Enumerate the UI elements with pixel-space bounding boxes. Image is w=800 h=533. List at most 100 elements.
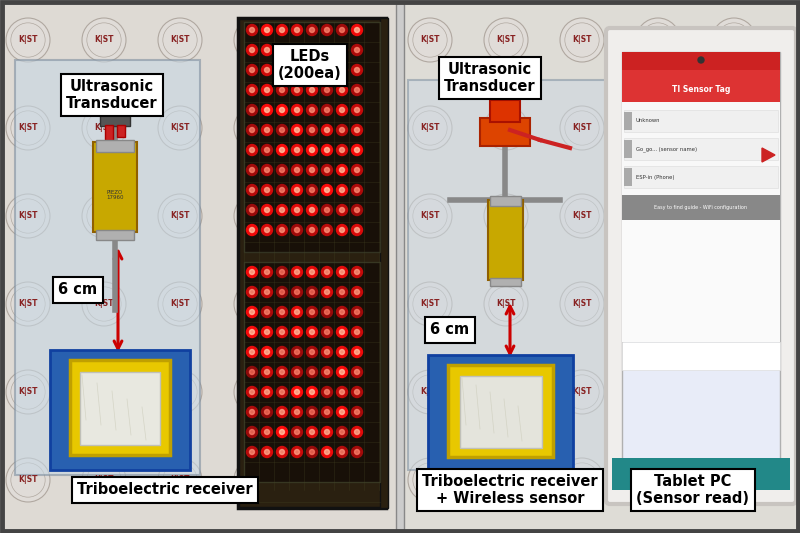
Circle shape bbox=[246, 407, 258, 417]
Circle shape bbox=[279, 68, 285, 72]
Text: K|ST: K|ST bbox=[572, 124, 592, 133]
Circle shape bbox=[310, 167, 314, 173]
Circle shape bbox=[325, 167, 330, 173]
Text: K|ST: K|ST bbox=[246, 124, 266, 133]
Text: K|ST: K|ST bbox=[18, 36, 38, 44]
Circle shape bbox=[712, 370, 756, 414]
Circle shape bbox=[337, 407, 347, 417]
Circle shape bbox=[158, 370, 202, 414]
Circle shape bbox=[310, 449, 314, 455]
Circle shape bbox=[322, 184, 333, 196]
Circle shape bbox=[310, 127, 314, 133]
Circle shape bbox=[306, 327, 318, 337]
Circle shape bbox=[337, 224, 347, 236]
Circle shape bbox=[306, 165, 318, 175]
Circle shape bbox=[339, 449, 345, 455]
Circle shape bbox=[354, 390, 359, 394]
Circle shape bbox=[246, 104, 258, 116]
Circle shape bbox=[310, 289, 314, 295]
Circle shape bbox=[310, 409, 314, 415]
Circle shape bbox=[279, 390, 285, 394]
Circle shape bbox=[310, 188, 314, 192]
Text: K|ST: K|ST bbox=[170, 387, 190, 397]
Circle shape bbox=[262, 184, 273, 196]
Circle shape bbox=[354, 207, 359, 213]
Circle shape bbox=[265, 409, 270, 415]
Text: K|ST: K|ST bbox=[18, 124, 38, 133]
Circle shape bbox=[6, 194, 50, 238]
Circle shape bbox=[246, 25, 258, 36]
Circle shape bbox=[250, 430, 254, 434]
Circle shape bbox=[291, 306, 302, 318]
Circle shape bbox=[262, 44, 273, 55]
Circle shape bbox=[306, 386, 318, 398]
Circle shape bbox=[277, 184, 287, 196]
FancyBboxPatch shape bbox=[403, 3, 797, 530]
Circle shape bbox=[262, 386, 273, 398]
Circle shape bbox=[294, 188, 299, 192]
Text: K|ST: K|ST bbox=[420, 212, 440, 221]
Circle shape bbox=[291, 407, 302, 417]
Circle shape bbox=[291, 165, 302, 175]
Circle shape bbox=[277, 266, 287, 278]
Circle shape bbox=[262, 426, 273, 438]
Circle shape bbox=[310, 369, 314, 375]
Text: K|ST: K|ST bbox=[420, 124, 440, 133]
Text: Ultrasonic
Transducer: Ultrasonic Transducer bbox=[444, 62, 536, 94]
Circle shape bbox=[277, 64, 287, 76]
Circle shape bbox=[354, 329, 359, 335]
Circle shape bbox=[306, 125, 318, 135]
Text: PIEZO
17960: PIEZO 17960 bbox=[106, 190, 124, 200]
Circle shape bbox=[265, 289, 270, 295]
Circle shape bbox=[322, 64, 333, 76]
Circle shape bbox=[322, 224, 333, 236]
Circle shape bbox=[325, 369, 330, 375]
Circle shape bbox=[250, 390, 254, 394]
FancyBboxPatch shape bbox=[244, 262, 380, 482]
Circle shape bbox=[279, 188, 285, 192]
Text: K|ST: K|ST bbox=[18, 300, 38, 309]
Circle shape bbox=[294, 390, 299, 394]
FancyBboxPatch shape bbox=[238, 18, 386, 508]
Circle shape bbox=[351, 85, 362, 95]
Circle shape bbox=[310, 108, 314, 112]
Circle shape bbox=[291, 327, 302, 337]
Circle shape bbox=[277, 25, 287, 36]
Circle shape bbox=[712, 106, 756, 150]
Circle shape bbox=[262, 266, 273, 278]
Text: K|ST: K|ST bbox=[246, 475, 266, 484]
Circle shape bbox=[279, 350, 285, 354]
Circle shape bbox=[354, 369, 359, 375]
Circle shape bbox=[291, 346, 302, 358]
Circle shape bbox=[262, 224, 273, 236]
Circle shape bbox=[322, 125, 333, 135]
Circle shape bbox=[698, 57, 704, 63]
Circle shape bbox=[325, 207, 330, 213]
Text: 6 cm: 6 cm bbox=[430, 322, 470, 337]
Circle shape bbox=[279, 47, 285, 52]
Circle shape bbox=[291, 184, 302, 196]
Circle shape bbox=[306, 287, 318, 297]
Circle shape bbox=[291, 205, 302, 215]
Circle shape bbox=[354, 167, 359, 173]
Text: K|ST: K|ST bbox=[496, 36, 516, 44]
Circle shape bbox=[354, 188, 359, 192]
Circle shape bbox=[265, 87, 270, 93]
Circle shape bbox=[262, 144, 273, 156]
FancyBboxPatch shape bbox=[488, 200, 523, 280]
Circle shape bbox=[339, 409, 345, 415]
Text: K|ST: K|ST bbox=[170, 300, 190, 309]
Circle shape bbox=[279, 167, 285, 173]
Circle shape bbox=[306, 25, 318, 36]
Circle shape bbox=[325, 47, 330, 52]
Circle shape bbox=[294, 449, 299, 455]
Circle shape bbox=[250, 207, 254, 213]
Circle shape bbox=[337, 165, 347, 175]
FancyBboxPatch shape bbox=[408, 80, 608, 470]
Circle shape bbox=[306, 407, 318, 417]
Text: ESP-in (Phone): ESP-in (Phone) bbox=[636, 174, 674, 180]
Circle shape bbox=[250, 47, 254, 52]
Circle shape bbox=[250, 350, 254, 354]
Circle shape bbox=[246, 447, 258, 457]
Circle shape bbox=[325, 28, 330, 33]
